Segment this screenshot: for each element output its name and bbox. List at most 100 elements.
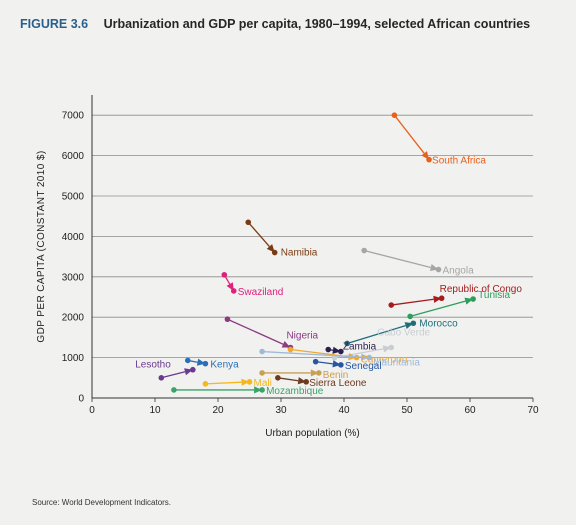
series-namibia	[245, 219, 278, 256]
end-point-namibia	[271, 249, 278, 256]
x-tick-label: 70	[527, 405, 539, 416]
start-point-angola	[361, 247, 367, 254]
start-point-cameroon	[287, 346, 294, 353]
series-label-senegal: Senegal	[345, 361, 382, 372]
y-axis-title: GDP PER CAPITA (CONSTANT 2010 $)	[36, 150, 47, 342]
start-point-swaziland	[221, 271, 228, 278]
start-point-senegal	[312, 358, 319, 365]
series-label-mozambique: Mozambique	[266, 386, 324, 397]
series-mauritania	[259, 348, 373, 361]
end-point-south-africa	[426, 156, 432, 163]
series-label-sierra-leone: Sierra Leone	[309, 378, 367, 389]
series-south-africa	[391, 112, 432, 163]
series-mali	[202, 378, 253, 387]
start-point-mozambique	[171, 387, 177, 393]
y-tick-label: 3000	[62, 272, 85, 283]
gridlines	[92, 114, 533, 359]
series-nigeria	[224, 316, 294, 351]
start-point-zambia	[325, 346, 332, 353]
series-tunisia	[407, 296, 476, 320]
start-point-south-africa	[391, 112, 398, 118]
figure-label: FIGURE 3.6	[20, 17, 89, 31]
end-point-cabo-verde	[388, 344, 395, 351]
series-senegal	[312, 358, 344, 368]
end-point-lesotho	[190, 366, 196, 373]
series-label-benin: Benin	[323, 370, 349, 381]
arrow-line-namibia	[247, 221, 270, 247]
start-point-tunisia	[407, 313, 413, 320]
series-kenya	[184, 357, 209, 367]
series-benin	[259, 369, 322, 377]
series-label-namibia: Namibia	[281, 248, 318, 259]
start-point-lesotho	[158, 375, 165, 381]
x-axis-title: Urban population (%)	[265, 428, 360, 439]
series-label-swaziland: Swaziland	[238, 287, 284, 298]
x-tick-label: 20	[212, 405, 224, 416]
series-sierra-leone	[275, 375, 310, 385]
series-angola	[361, 247, 442, 273]
series-label-nigeria: Nigeria	[286, 331, 318, 342]
end-point-benin	[316, 370, 322, 376]
x-tick-label: 40	[338, 405, 350, 416]
series-mozambique	[171, 386, 265, 394]
y-tick-label: 6000	[62, 151, 85, 162]
end-point-kenya	[202, 360, 209, 367]
end-point-mauritania	[366, 354, 373, 361]
arrow-head-republic-of-congo	[433, 295, 442, 303]
arrow-head-mali	[241, 378, 250, 386]
axes: 0 1000 2000 3000 4000 5000 6000 7000 0 10 20 30 40 50…	[36, 95, 539, 439]
series-label-angola: Angola	[443, 266, 475, 277]
arrow-line-angola	[363, 249, 431, 269]
arrow-line-sierra-leone	[277, 377, 299, 382]
arrow-line-mali	[205, 381, 242, 385]
series-label-republic-of-congo: Republic of Congo	[440, 284, 523, 295]
arrow-line-senegal	[315, 360, 333, 365]
x-tick-label: 0	[89, 405, 95, 416]
arrow-line-nigeria	[227, 318, 284, 345]
y-tick-label: 5000	[62, 192, 85, 203]
arrow-head-south-africa	[421, 151, 430, 160]
arrow-line-south-africa	[393, 114, 425, 154]
start-point-republic-of-congo	[388, 302, 395, 308]
x-tick-label: 50	[401, 405, 413, 416]
series-lesotho	[158, 366, 196, 381]
end-point-republic-of-congo	[438, 295, 445, 302]
arrow-head-senegal	[332, 360, 341, 368]
start-point-mauritania	[259, 348, 265, 355]
figure-title-text: Urbanization and GDP per capita, 1980–19…	[103, 17, 531, 31]
arrow-head-namibia	[266, 244, 275, 253]
series-layer	[158, 112, 476, 394]
series-morocco	[344, 320, 417, 347]
end-point-angola	[435, 266, 442, 273]
series-label-cabo-verde: Cabo Verde	[377, 328, 430, 339]
start-point-morocco	[344, 340, 350, 347]
series-swaziland	[221, 271, 237, 294]
start-point-sierra-leone	[275, 375, 281, 381]
arrow-head-mozambique	[254, 386, 263, 394]
series-label-zambia: Zambia	[343, 342, 377, 353]
start-point-namibia	[245, 219, 252, 226]
y-tick-label: 2000	[62, 313, 85, 324]
series-label-kenya: Kenya	[210, 360, 239, 371]
series-label-lesotho: Lesotho	[135, 360, 171, 371]
y-tick-label: 7000	[62, 111, 85, 122]
arrow-head-sierra-leone	[297, 377, 307, 385]
series-republic-of-congo	[388, 295, 445, 308]
arrow-line-tunisia	[409, 300, 466, 318]
end-point-sierra-leone	[303, 379, 310, 385]
series-label-south-africa: South Africa	[432, 156, 486, 167]
x-tick-label: 30	[275, 405, 287, 416]
arrow-line-republic-of-congo	[391, 298, 434, 306]
end-point-morocco	[410, 320, 417, 327]
series-label-mauritania: Mauritania	[373, 358, 420, 369]
series-zambia	[325, 346, 344, 355]
arrow-head-swaziland	[226, 282, 234, 291]
end-point-mali	[246, 379, 253, 385]
arrow-line-lesotho	[161, 371, 186, 379]
arrow-head-benin	[310, 369, 319, 377]
source-note: Source: World Development Indicators.	[32, 498, 172, 507]
arrow-line-morocco	[346, 324, 406, 345]
arrow-line-mauritania	[262, 350, 362, 358]
end-point-swaziland	[230, 288, 237, 294]
